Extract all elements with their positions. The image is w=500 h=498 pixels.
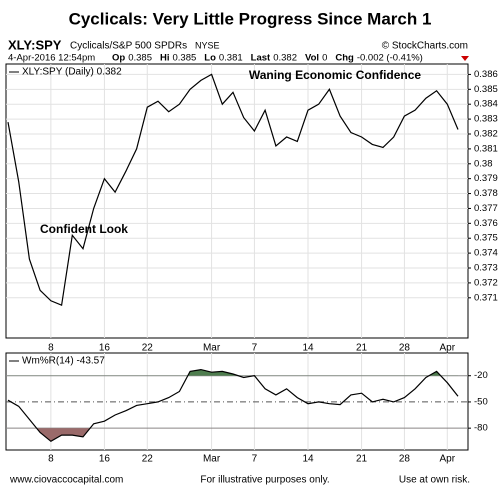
x-tick-label: 14: [302, 454, 314, 465]
x-tick-label: Apr: [440, 343, 456, 354]
y-tick-label: 0.376: [474, 218, 498, 229]
quote-label: Vol: [305, 53, 319, 64]
series-line: [7, 73, 459, 307]
quote-value: 0.385: [128, 53, 152, 64]
y-tick-label: 0.378: [474, 188, 498, 199]
quote-date: 4-Apr-2016 12:54pm: [8, 53, 95, 64]
x-tick-label: 21: [356, 343, 368, 354]
exchange: NYSE: [195, 40, 220, 50]
x-tick-label: Mar: [203, 454, 221, 465]
price-panel: [5, 63, 469, 339]
x-tick-label: 8: [48, 454, 54, 465]
x-tick-label: 28: [399, 454, 411, 465]
x-tick-label: 8: [48, 343, 54, 354]
y-tick-label: 0.381: [474, 143, 498, 154]
y-tick-label: 0.372: [474, 277, 498, 288]
chart-title: Cyclicals: Very Little Progress Since Ma…: [69, 9, 432, 28]
legend-label: XLY:SPY (Daily) 0.382: [22, 67, 122, 78]
y-tick-label: 0.38: [474, 158, 493, 169]
quote-label: Last: [251, 53, 271, 64]
x-tick-label: 16: [99, 343, 111, 354]
x-tick-label: 21: [356, 454, 368, 465]
down-arrow: [461, 56, 469, 61]
legend-label: Wm%R(14) -43.57: [22, 356, 105, 367]
quote: Op 0.385 Hi 0.385 Lo 0.381 Last 0.382 Vol 0 Chg -0.…: [112, 53, 423, 64]
source: © StockCharts.com: [382, 41, 468, 52]
quote-value: 0: [322, 53, 327, 64]
y-tick-label: -80: [474, 423, 488, 434]
y-tick-label: 0.379: [474, 173, 498, 184]
x-tick-label: 22: [142, 454, 154, 465]
footer-right: Use at own risk.: [399, 475, 470, 486]
y-tick-label: 0.382: [474, 129, 498, 140]
quote-label: Op: [112, 53, 125, 64]
quote-label: Lo: [204, 53, 216, 64]
x-tick-label: Mar: [203, 343, 221, 354]
y-tick-label: 0.375: [474, 233, 498, 244]
y-tick-label: 0.373: [474, 263, 498, 274]
y-tick-label: 0.386: [474, 69, 498, 80]
footer-left: www.ciovaccocapital.com: [9, 475, 123, 486]
footer-center: For illustrative purposes only.: [200, 475, 329, 486]
quote-value: 0.382: [273, 53, 297, 64]
overbought-area: [187, 369, 441, 376]
x-tick-label: 22: [142, 343, 154, 354]
y-tick-label: 0.383: [474, 114, 498, 125]
x-tick-label: 16: [99, 454, 111, 465]
x-tick-label: 7: [252, 454, 258, 465]
y-tick-label: -20: [474, 370, 488, 381]
x-tick-label: 14: [302, 343, 314, 354]
y-tick-label: 0.371: [474, 292, 498, 303]
y-tick-label: 0.374: [474, 248, 498, 259]
quote-value: -0.002 (-0.41%): [357, 53, 423, 64]
annotation: Confident Look: [40, 222, 128, 236]
x-tick-label: 28: [399, 343, 411, 354]
quote-label: Chg: [335, 53, 354, 64]
quote-label: Hi: [160, 53, 170, 64]
y-tick-label: 0.377: [474, 203, 498, 214]
y-tick-label: 0.385: [474, 84, 498, 95]
x-tick-label: 7: [252, 343, 258, 354]
series-line: [7, 368, 459, 443]
oversold-area: [36, 428, 91, 442]
quote-value: 0.385: [172, 53, 196, 64]
annotation: Waning Economic Confidence: [249, 68, 422, 82]
security-name: Cyclicals/S&P 500 SPDRs: [70, 41, 187, 52]
x-tick-label: Apr: [440, 454, 456, 465]
quote-value: 0.381: [219, 53, 243, 64]
symbol: XLY:SPY: [8, 37, 62, 52]
y-tick-label: -50: [474, 396, 488, 407]
y-tick-label: 0.384: [474, 99, 498, 110]
